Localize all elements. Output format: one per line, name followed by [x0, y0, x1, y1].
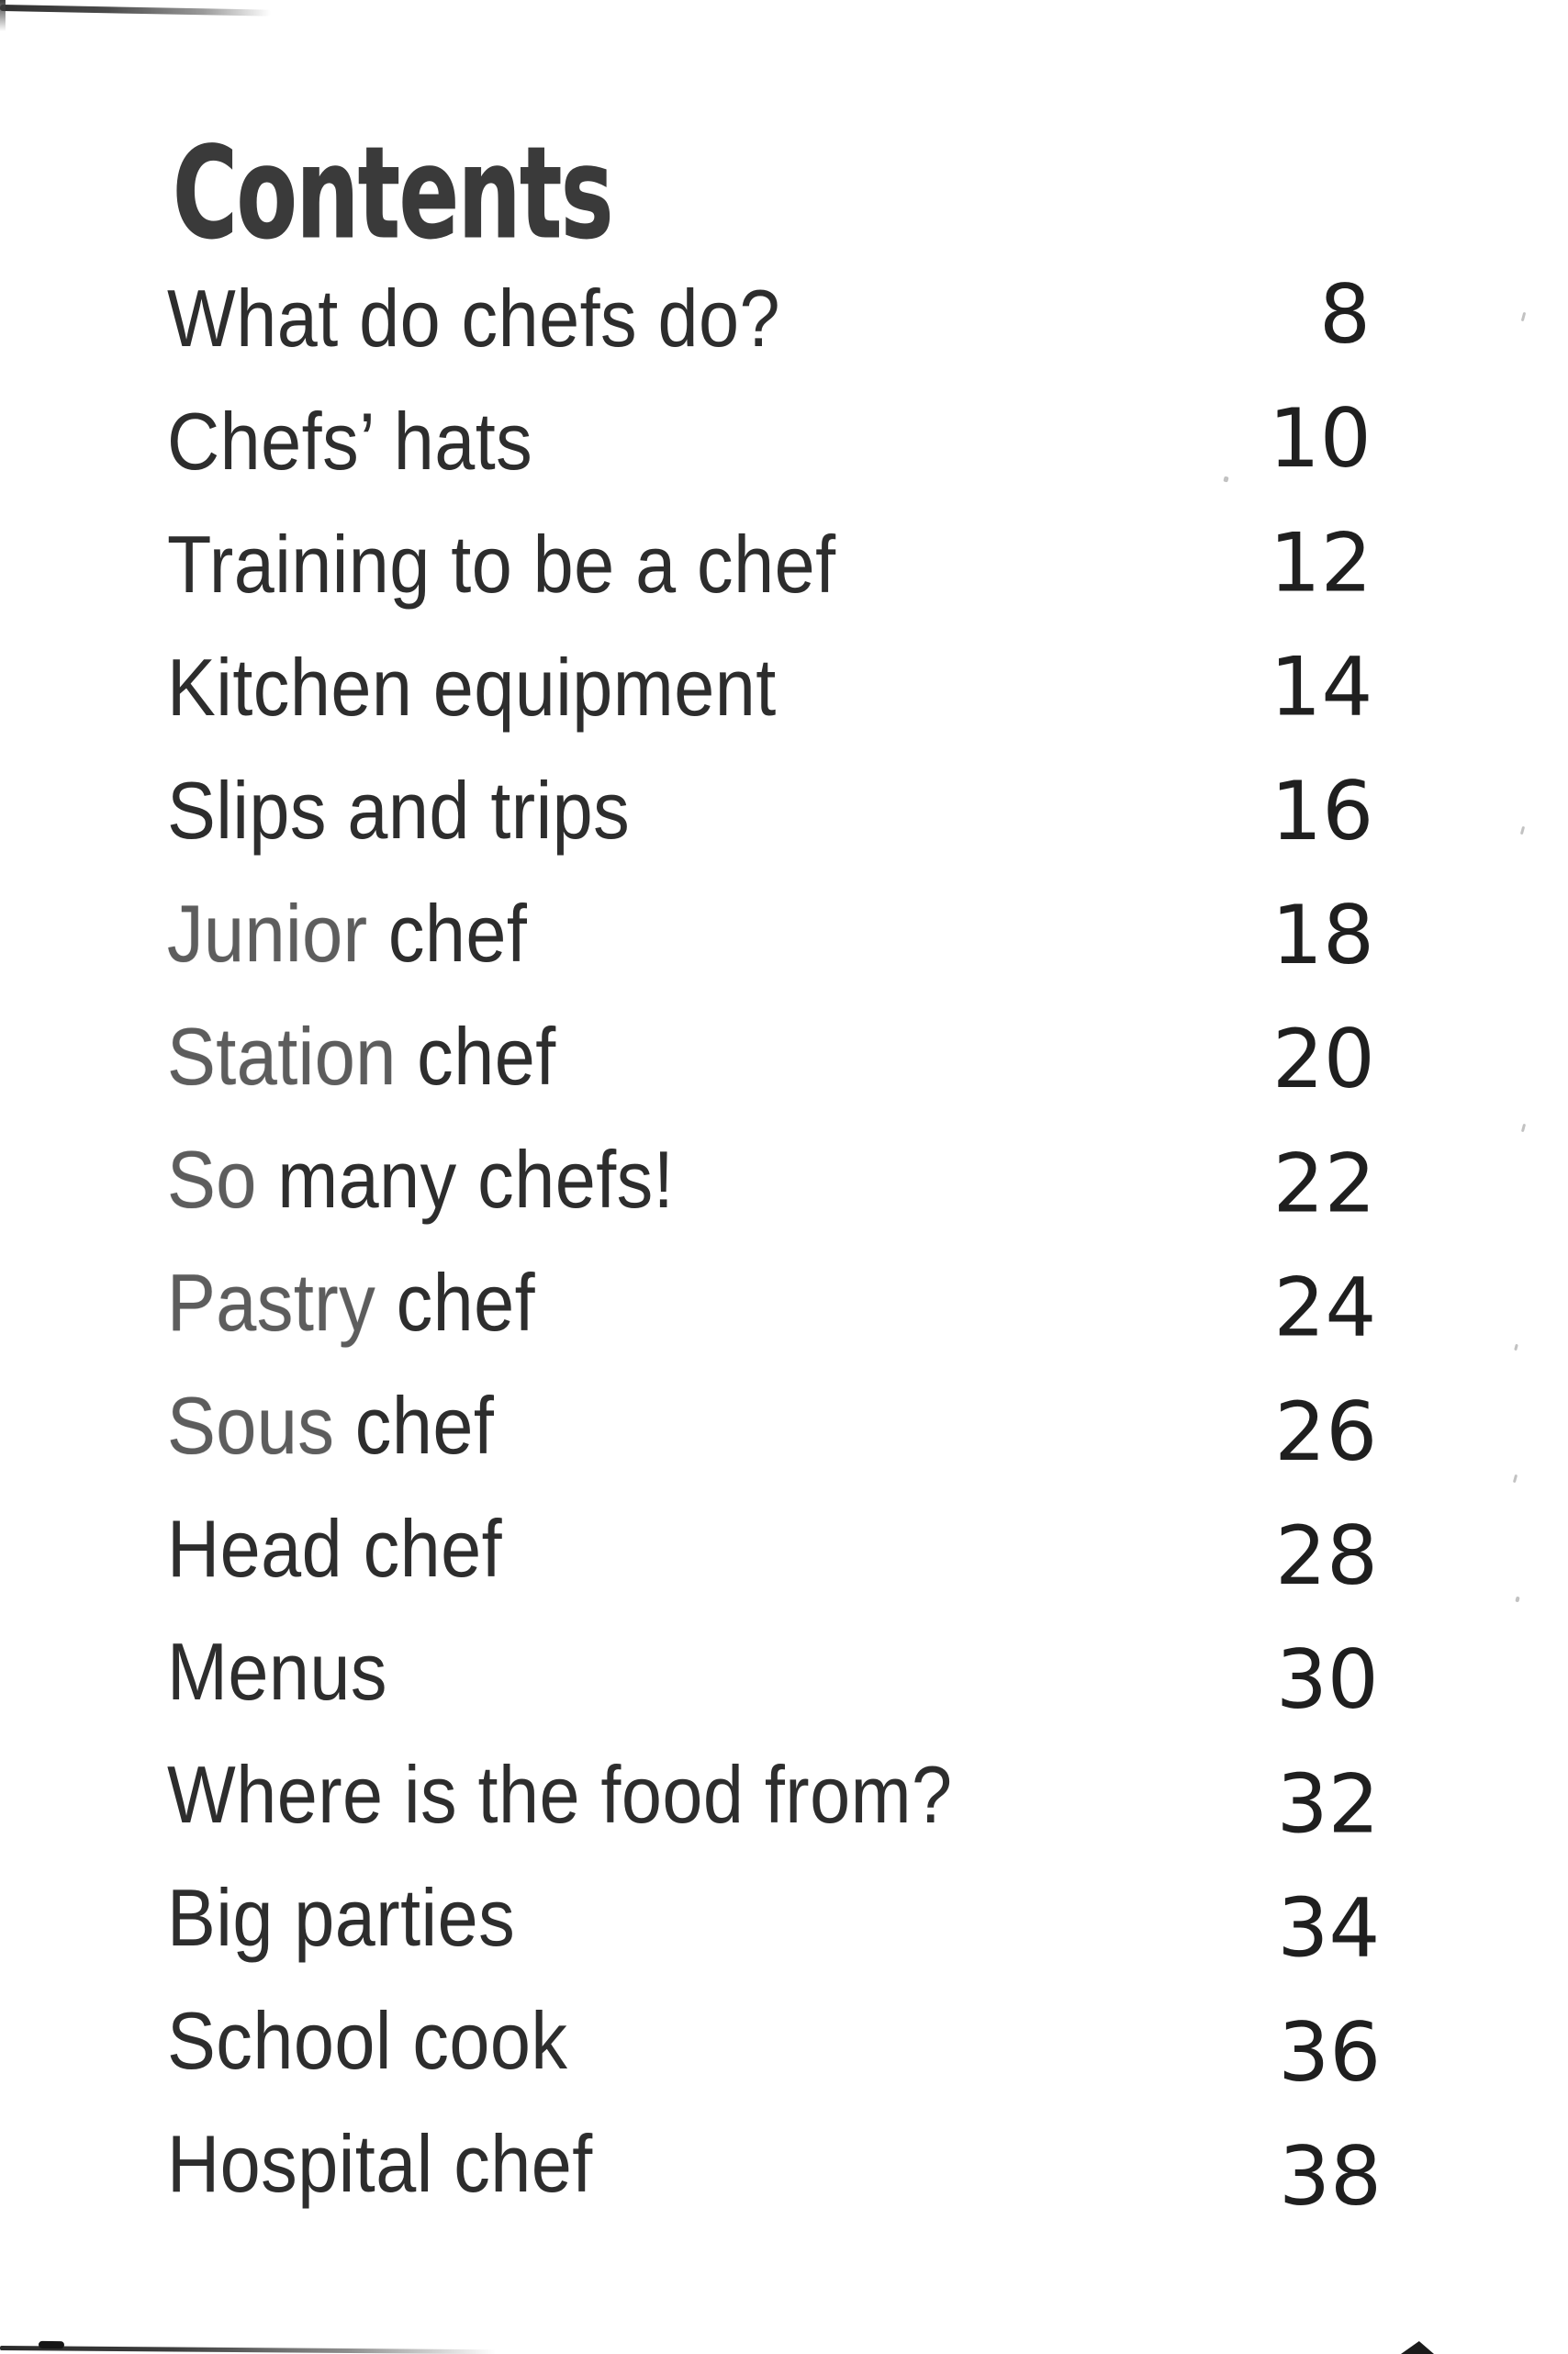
page-title: Contents	[173, 119, 614, 267]
toc-row: Head chef 28	[167, 1503, 1378, 1597]
toc-entry-label: Station chef	[167, 1011, 556, 1102]
scan-edge-artifact-bottom-right	[1401, 2341, 1434, 2354]
contents-section: Contents What do chefs do? 8 Chefs’ hats…	[167, 119, 1382, 2247]
toc-entry-page: 36	[1278, 2004, 1382, 2100]
toc-row: Pastry chef 24	[167, 1257, 1376, 1349]
toc-entry-page: 20	[1271, 1012, 1375, 1107]
scan-speckle	[1519, 825, 1526, 835]
toc-row: Where is the food from? 32	[167, 1749, 1380, 1844]
scan-speckle	[1514, 1343, 1518, 1351]
toc-row: Junior chef 18	[167, 888, 1374, 982]
scan-speckle	[1520, 1123, 1527, 1133]
toc-row: Station chef 20	[167, 1011, 1375, 1102]
toc-entry-label: Big parties	[167, 1872, 516, 1963]
toc-row: Big parties 34	[167, 1872, 1380, 1969]
toc-entry-label: Where is the food from?	[167, 1749, 953, 1840]
toc-entry-page: 10	[1268, 391, 1372, 487]
toc-row: Slips and trips 16	[167, 763, 1374, 858]
toc-entry-label-faded-word: Pastry	[167, 1257, 376, 1348]
toc-entry-page: 30	[1275, 1632, 1379, 1728]
toc-entry-label: Kitchen equipment	[167, 642, 777, 733]
toc-entry-page: 34	[1277, 1880, 1381, 1976]
toc-entry-label: Pastry chef	[167, 1257, 536, 1348]
toc-entry-label-faded-word: Junior	[167, 888, 368, 979]
toc-entry-page: 38	[1279, 2129, 1382, 2224]
toc-row: Training to be a chef 12	[167, 515, 1372, 611]
scan-edge-artifact-bottom	[0, 2346, 497, 2354]
toc-entry-label: Head chef	[167, 1503, 503, 1594]
toc-entry-page: 28	[1275, 1508, 1378, 1603]
toc-entry-page: 24	[1273, 1260, 1377, 1355]
toc-row: Sous chef 26	[167, 1380, 1377, 1473]
toc-row: Kitchen equipment 14	[167, 639, 1373, 734]
toc-row: Menus 30	[167, 1626, 1379, 1721]
toc-entry-label: Sous chef	[167, 1380, 495, 1471]
scan-speckle	[1515, 1596, 1520, 1603]
toc-entry-page: 18	[1271, 888, 1374, 982]
toc-entry-label-faded-word: Sous	[167, 1380, 335, 1471]
toc-row: School cook 36	[167, 1995, 1381, 2093]
toc-entry-label: Slips and trips	[167, 765, 631, 856]
toc-entry-page: 12	[1269, 515, 1372, 611]
toc-entry-label: Training to be a chef	[167, 519, 836, 610]
toc-list: What do chefs do? 8 Chefs’ hats 10 Train…	[167, 267, 1382, 2217]
toc-entry-label: Menus	[167, 1626, 387, 1717]
scan-edge-artifact-bottom-blob	[38, 2340, 65, 2349]
toc-row: Chefs’ hats 10	[167, 391, 1372, 487]
toc-entry-label-faded-word: So	[167, 1134, 257, 1225]
toc-entry-page: 32	[1276, 1756, 1380, 1852]
scan-edge-artifact-top	[0, 5, 272, 17]
toc-entry-label: School cook	[167, 1995, 568, 2086]
toc-entry-page: 26	[1274, 1384, 1378, 1479]
toc-entry-label: So many chefs!	[167, 1134, 675, 1225]
toc-entry-label: Chefs’ hats	[167, 396, 533, 487]
scan-speckle	[1520, 311, 1527, 322]
toc-entry-label: Junior chef	[167, 888, 528, 979]
toc-row: What do chefs do? 8	[167, 267, 1371, 364]
toc-entry-page: 16	[1271, 763, 1374, 858]
toc-entry-label: Hospital chef	[167, 2118, 593, 2209]
toc-entry-page: 8	[1319, 267, 1371, 362]
toc-row: Hospital chef 38	[167, 2118, 1382, 2217]
toc-entry-page: 14	[1270, 639, 1373, 734]
toc-row: So many chefs! 22	[167, 1134, 1376, 1225]
toc-entry-page: 22	[1272, 1136, 1376, 1231]
scan-edge-artifact-top-corner	[0, 0, 6, 31]
toc-entry-label: What do chefs do?	[167, 273, 781, 364]
toc-entry-label-faded-word: Station	[167, 1011, 397, 1102]
scan-speckle	[1512, 1474, 1518, 1484]
